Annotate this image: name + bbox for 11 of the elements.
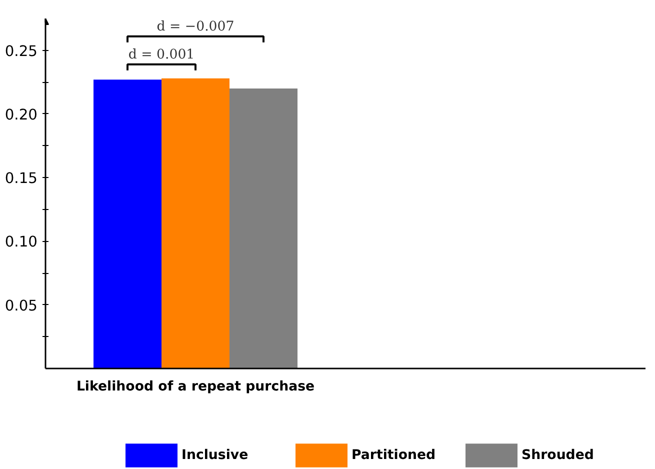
y-tick-label: 0.10 bbox=[4, 234, 38, 251]
y-tick-label: 0.20 bbox=[4, 106, 38, 124]
annotation: d = −0.007 bbox=[156, 19, 234, 34]
legend-label: Partitioned bbox=[352, 448, 436, 463]
legend-label: Shrouded bbox=[522, 448, 594, 463]
y-tick-label: 0.05 bbox=[4, 297, 38, 314]
annotation: d = 0.001 bbox=[128, 47, 195, 62]
y-tick-label: 0.15 bbox=[4, 170, 38, 188]
x-tick-label: Likelihood of a repeat purchase bbox=[76, 380, 315, 394]
y-tick-label: 0.25 bbox=[4, 42, 38, 60]
legend-label: Inclusive bbox=[182, 448, 248, 463]
